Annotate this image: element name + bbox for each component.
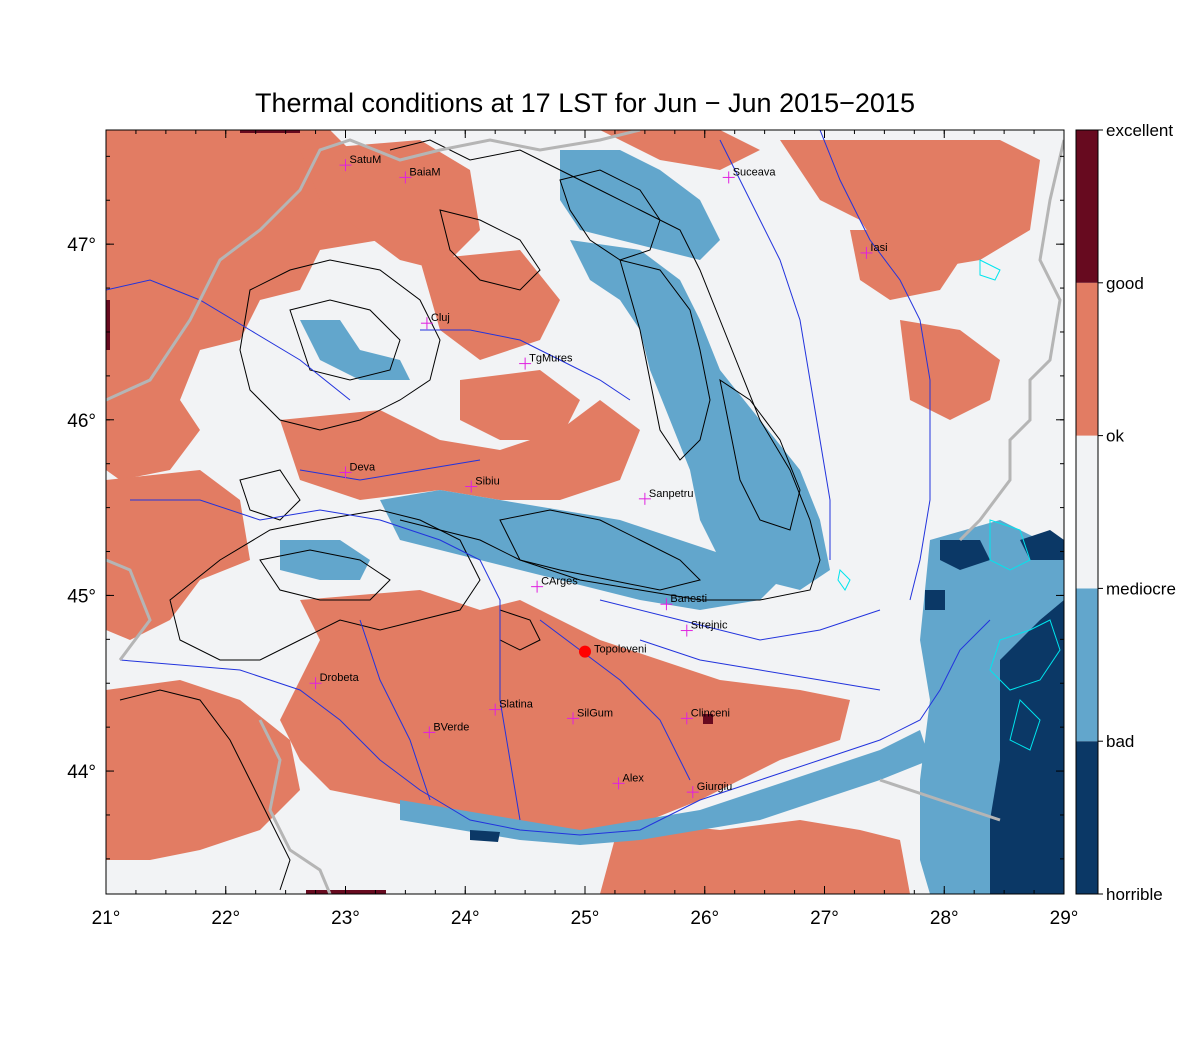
lon-tick-label: 23° [331,908,360,929]
city-label: Sanpetru [649,488,694,500]
city-label: BVerde [433,721,469,733]
ok-region-danube-north [600,820,910,894]
lat-tick-label: 46° [67,411,96,432]
city-label: TgMures [529,353,573,365]
lon-tick-label: 24° [451,908,480,929]
city-label: Clinceni [691,707,730,719]
horrible-region-danube-bit [470,830,500,842]
city-label: Suceava [733,166,777,178]
good-patch-clinceni [703,714,713,724]
good-patch-west-edge [106,300,110,350]
colorbar-segment [1076,282,1098,436]
lat-tick-label: 47° [67,235,96,256]
topography-contours [119,139,821,891]
colorbar-label: good [1106,274,1144,293]
ok-region-tgmures [460,370,580,440]
horrible-regions [470,530,1064,894]
lon-tick-label: 28° [930,908,959,929]
highlight-station-label: Topoloveni [594,644,647,656]
colorbar-segment [1076,130,1098,283]
bad-regions [280,150,1064,894]
colorbar-label: bad [1106,732,1134,751]
chart-title: Thermal conditions at 17 LST for Jun − J… [255,88,915,118]
ok-region-northwest [300,140,480,270]
ok-region-east-north [780,140,1040,270]
bad-region-cluj [300,320,410,380]
bad-region-fagaras [380,490,780,610]
lon-tick-label: 22° [211,908,240,929]
good-patch-north-edge [240,130,300,133]
horrible-region-delta-north [940,540,990,570]
city-label: Alex [623,772,645,784]
lon-tick-label: 26° [690,908,719,929]
city-label: Deva [350,461,377,473]
colorbar-label: horrible [1106,885,1163,904]
city-label: BaiaM [409,166,440,178]
lon-tick-label: 21° [92,908,121,929]
lon-tick-label: 27° [810,908,839,929]
coastal-lakes [837,259,1061,751]
colorbar-legend: horrible bad mediocre ok good excellent [1075,121,1176,904]
horrible-region-delta-east [1020,530,1064,560]
ok-region-west [106,130,420,480]
ok-region-iasi [850,230,960,300]
colorbar-frame [1075,129,1099,895]
city-label: Sibiu [475,476,499,488]
city-markers: SatuM BaiaM Suceava Iasi Cluj TgMures Deva Sibi… [309,154,888,799]
city-label: Strejnic [691,620,728,632]
colorbar-segment [1076,741,1098,894]
lon-tick-label: 25° [571,908,600,929]
colorbar-label: mediocre [1106,579,1176,598]
colorbar-segment [1076,588,1098,742]
colorbar-label: excellent [1106,121,1173,140]
lon-tick-label: 29° [1050,908,1079,929]
lat-tick-label: 45° [67,586,96,607]
ok-region-cluj-north [420,250,560,360]
bad-region-southwest-carp [280,540,370,580]
bad-region-bistrita [570,240,830,590]
rivers [106,130,991,836]
city-label: SatuM [350,154,382,166]
colorbar-label: ok [1106,427,1124,446]
horrible-region-black-sea-coast [990,600,1064,894]
city-label: SilGum [577,707,613,719]
ok-region-southwest [106,680,300,860]
highlight-station-marker [579,645,591,658]
map-axes: 21° 22° 23° 24° 25° 26° 27° 28° 29° 44° 45° 46° 47° [67,130,1078,929]
city-label: CArges [541,576,578,588]
city-label: Cluj [431,312,450,324]
bad-region-carpathians-east [560,150,720,260]
ok-region-transylvania [280,400,640,500]
city-label: Giurgiu [697,781,732,793]
colorbar-segment [1076,435,1098,589]
city-label: Iasi [870,242,887,254]
city-label: Slatina [499,699,534,711]
ok-region-moldova-east [900,320,1000,420]
bad-region-danube [400,730,930,845]
horrible-region-galati [925,590,945,610]
city-label: Banesti [670,593,707,605]
city-label: Drobeta [320,672,360,684]
country-borders [106,130,1064,894]
map-plot-area [106,130,1064,894]
lat-tick-label: 44° [67,762,96,783]
